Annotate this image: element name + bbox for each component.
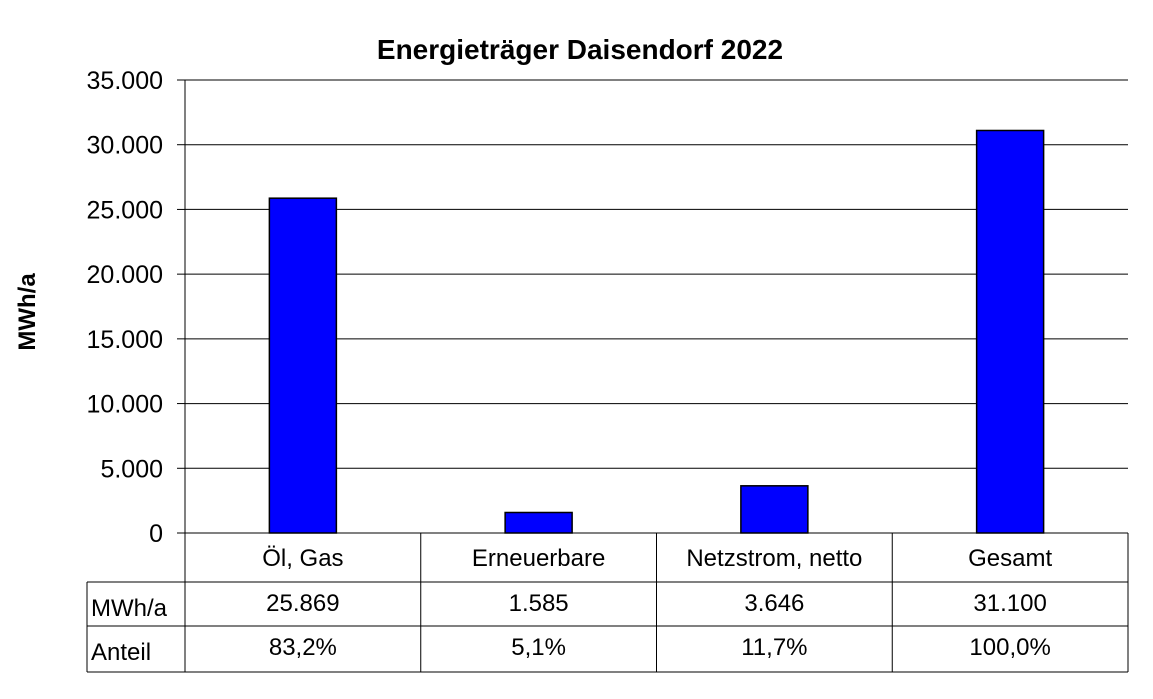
table-cell: 3.646 (744, 590, 804, 617)
y-tick-label: 15.000 (87, 326, 163, 354)
table-row-label: MWh/a (91, 595, 168, 622)
gridlines (185, 79, 1128, 469)
y-tick-label: 25.000 (87, 196, 163, 224)
table-cell: 83,2% (269, 634, 337, 661)
bar-2 (504, 511, 573, 534)
table-cell: 1.585 (509, 590, 569, 617)
y-tick-label: 5.000 (100, 455, 163, 483)
y-tick-label: 30.000 (87, 132, 163, 160)
table-row-label: Anteil (91, 639, 151, 666)
table-cell: 5,1% (511, 634, 566, 661)
y-axis-ticks: 0 5.000 10.000 15.000 20.000 25.000 30.000 35.0… (87, 67, 185, 548)
y-tick-label: 0 (149, 520, 163, 548)
table-cell: 25.869 (266, 590, 339, 617)
y-tick-label: 10.000 (87, 391, 163, 419)
bars (268, 129, 1045, 534)
x-tick-label: Gesamt (968, 545, 1052, 572)
x-tick-label: Netzstrom, netto (686, 545, 862, 572)
table-cell: 31.100 (973, 590, 1046, 617)
y-tick-label: 20.000 (87, 261, 163, 289)
table-cell: 11,7% (741, 634, 807, 661)
data-table: Öl, Gas Erneuerbare Netzstrom, netto Gesamt… (86, 532, 1129, 673)
y-tick-label: 35.000 (87, 67, 163, 95)
bar-1 (268, 197, 338, 534)
x-tick-label: Öl, Gas (262, 545, 343, 572)
bar-3 (740, 485, 809, 534)
chart-title: Energieträger Daisendorf 2022 (377, 34, 783, 65)
table-cell: 100,0% (969, 634, 1050, 661)
x-tick-label: Erneuerbare (472, 545, 605, 572)
bar-4 (975, 129, 1045, 534)
y-axis-label: MWh/a (14, 273, 41, 351)
